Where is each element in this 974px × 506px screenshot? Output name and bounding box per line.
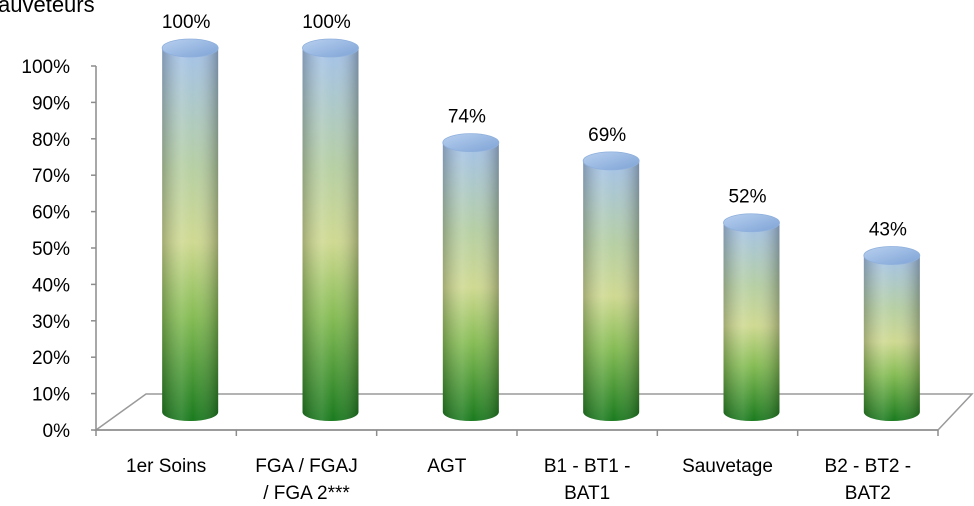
y-tick-label: 20% <box>32 348 70 369</box>
data-label: 69% <box>588 125 626 146</box>
bar: 43% <box>863 219 921 421</box>
data-label: 74% <box>448 107 486 128</box>
x-tick-label: Sauvetage <box>682 456 773 477</box>
bar-cap <box>582 151 640 171</box>
bar: 52% <box>723 187 780 421</box>
bar: 100% <box>302 12 359 421</box>
bar-shading <box>162 48 219 421</box>
y-tick-label: 70% <box>32 166 70 187</box>
x-tick-label: AGT <box>427 456 466 477</box>
y-tick-label: 100% <box>21 57 70 78</box>
data-label: 43% <box>869 219 907 240</box>
x-tick-label: BAT2 <box>845 483 891 504</box>
y-tick-label: 50% <box>32 239 70 260</box>
y-tick-label: 90% <box>32 93 70 114</box>
bar-cap <box>863 246 921 265</box>
bar-shading <box>863 255 920 421</box>
y-tick-label: 30% <box>32 312 70 333</box>
bar-shading <box>442 142 499 421</box>
x-tick-label: 1er Soins <box>126 456 206 477</box>
axes <box>93 66 974 431</box>
bar: 74% <box>442 107 500 421</box>
bar: 100% <box>161 12 219 421</box>
x-tick-label: / FGA 2*** <box>263 483 350 504</box>
x-tick-label: FGA / FGAJ <box>255 456 357 477</box>
y-axis-ticks: 0% 10% 20% 30% 40% 50% 60% 70% 80% 90% 100% <box>21 57 96 442</box>
bar-cap <box>302 38 359 58</box>
data-label: 100% <box>162 12 211 33</box>
y-tick-label: 40% <box>32 275 70 296</box>
y-tick-label: 80% <box>32 130 70 151</box>
chart-title: auveteurs <box>0 0 95 17</box>
x-tick-label: B1 - BT1 - <box>544 456 631 477</box>
x-tick-label: B2 - BT2 - <box>825 456 912 477</box>
x-tick-label: BAT1 <box>564 483 610 504</box>
bar-cap <box>723 213 780 233</box>
y-tick-label: 10% <box>32 385 70 406</box>
bar: 69% <box>582 125 640 421</box>
bars: 100% 100% 74% 69% 52% 43% <box>161 12 921 421</box>
bar-cap <box>442 133 500 153</box>
data-label: 52% <box>728 187 766 208</box>
bar-cap <box>161 38 219 58</box>
bar-shading <box>583 160 640 421</box>
bar-shading <box>723 222 780 421</box>
data-label: 100% <box>302 12 351 33</box>
y-tick-label: 60% <box>32 203 70 224</box>
bar-shading <box>302 48 359 421</box>
chart-floor <box>93 393 974 431</box>
y-tick-label: 0% <box>43 421 71 442</box>
x-axis-ticks: 1er Soins FGA / FGAJ / FGA 2*** AGT B1 - BT1… <box>95 430 939 504</box>
